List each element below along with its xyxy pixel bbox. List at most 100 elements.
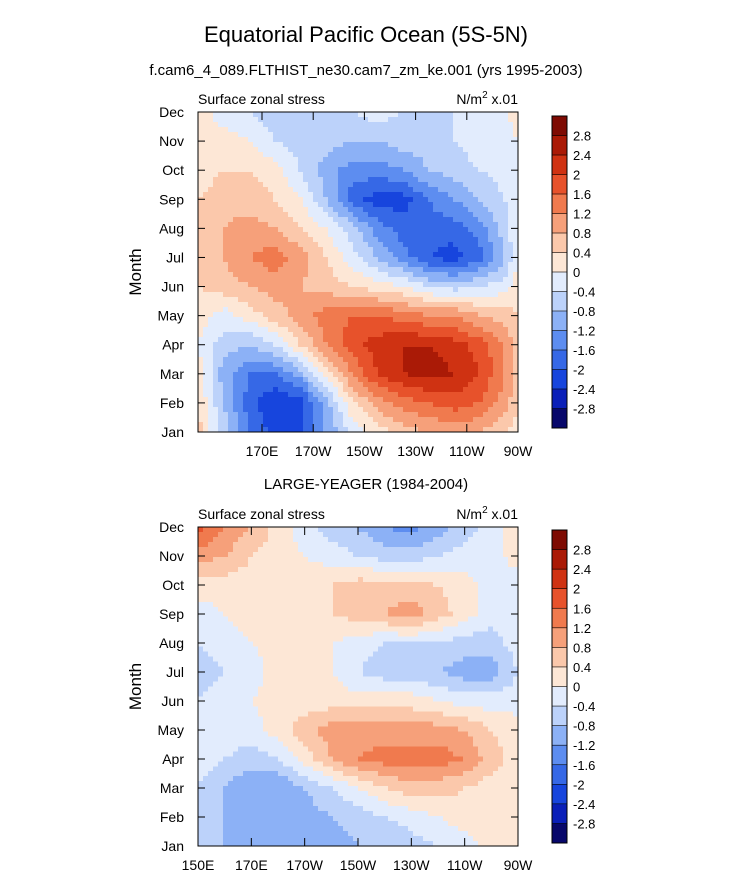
- contour-cell: [323, 282, 329, 288]
- contour-cell: [508, 576, 514, 583]
- contour-cell: [378, 576, 384, 583]
- contour-cell: [243, 227, 249, 233]
- contour-cell: [258, 222, 264, 228]
- contour-cell: [203, 312, 209, 318]
- contour-cell: [403, 352, 409, 358]
- contour-cell: [378, 561, 384, 568]
- contour-cell: [508, 232, 514, 238]
- contour-cell: [233, 297, 239, 303]
- contour-cell: [418, 222, 424, 228]
- contour-cell: [313, 112, 319, 118]
- contour-cell: [333, 272, 339, 278]
- contour-cell: [258, 402, 264, 408]
- contour-cell: [443, 262, 449, 268]
- contour-cell: [438, 422, 444, 428]
- contour-cell: [433, 117, 439, 123]
- contour-cell: [203, 387, 209, 393]
- contour-cell: [458, 237, 464, 243]
- contour-cell: [373, 576, 379, 583]
- contour-cell: [213, 152, 219, 158]
- contour-cell: [418, 372, 424, 378]
- contour-cell: [368, 132, 374, 138]
- contour-cell: [243, 257, 249, 263]
- contour-cell: [418, 546, 424, 553]
- contour-cell: [458, 387, 464, 393]
- contour-cell: [308, 546, 314, 553]
- contour-cell: [483, 337, 489, 343]
- contour-cell: [248, 292, 254, 298]
- contour-cell: [338, 232, 344, 238]
- contour-cell: [403, 222, 409, 228]
- contour-cell: [453, 397, 459, 403]
- contour-cell: [233, 232, 239, 238]
- contour-cell: [258, 536, 264, 543]
- contour-cell: [508, 297, 514, 303]
- contour-cell: [358, 202, 364, 208]
- contour-cell: [453, 377, 459, 383]
- contour-cell: [278, 581, 284, 588]
- contour-cell: [263, 232, 269, 238]
- contour-cell: [463, 527, 469, 533]
- contour-cell: [438, 212, 444, 218]
- contour-cell: [478, 117, 484, 123]
- contour-cell: [508, 252, 514, 258]
- contour-cell: [348, 576, 354, 583]
- contour-cell: [303, 566, 309, 573]
- contour-cell: [453, 202, 459, 208]
- contour-cell: [383, 536, 389, 543]
- contour-cell: [388, 422, 394, 428]
- contour-cell: [273, 586, 279, 593]
- contour-cell: [478, 262, 484, 268]
- contour-cell: [228, 382, 234, 388]
- contour-cell: [363, 207, 369, 213]
- contour-cell: [433, 162, 439, 168]
- contour-cell: [318, 187, 324, 193]
- contour-cell: [408, 212, 414, 218]
- contour-cell: [353, 556, 359, 563]
- contour-cell: [213, 546, 219, 553]
- contour-cell: [393, 277, 399, 283]
- contour-cell: [398, 127, 404, 133]
- contour-cell: [413, 277, 419, 283]
- contour-cell: [418, 551, 424, 558]
- contour-cell: [353, 312, 359, 318]
- contour-cell: [493, 157, 499, 163]
- contour-cell: [438, 412, 444, 418]
- contour-cell: [513, 117, 519, 123]
- contour-cell: [203, 566, 209, 573]
- contour-cell: [233, 357, 239, 363]
- contour-cell: [403, 566, 409, 573]
- contour-cell: [293, 531, 299, 538]
- contour-cell: [428, 117, 434, 123]
- contour-cell: [348, 536, 354, 543]
- contour-cell: [468, 536, 474, 543]
- contour-cell: [378, 402, 384, 408]
- contour-cell: [283, 252, 289, 258]
- contour-cell: [403, 252, 409, 258]
- contour-cell: [383, 172, 389, 178]
- contour-cell: [438, 402, 444, 408]
- contour-cell: [313, 137, 319, 143]
- contour-cell: [398, 117, 404, 123]
- contour-cell: [293, 272, 299, 278]
- contour-cell: [268, 551, 274, 558]
- contour-cell: [403, 527, 409, 533]
- contour-cell: [243, 407, 249, 413]
- contour-cell: [273, 417, 279, 423]
- contour-cell: [218, 322, 224, 328]
- contour-cell: [513, 227, 519, 233]
- contour-cell: [403, 317, 409, 323]
- contour-cell: [483, 556, 489, 563]
- contour-cell: [393, 147, 399, 153]
- contour-cell: [338, 287, 344, 293]
- contour-cell: [423, 192, 429, 198]
- contour-cell: [498, 531, 504, 538]
- contour-cell: [293, 147, 299, 153]
- contour-cell: [198, 387, 204, 393]
- contour-cell: [293, 342, 299, 348]
- contour-cell: [213, 392, 219, 398]
- contour-cell: [298, 252, 304, 258]
- contour-cell: [368, 152, 374, 158]
- contour-cell: [338, 362, 344, 368]
- contour-cell: [508, 367, 514, 373]
